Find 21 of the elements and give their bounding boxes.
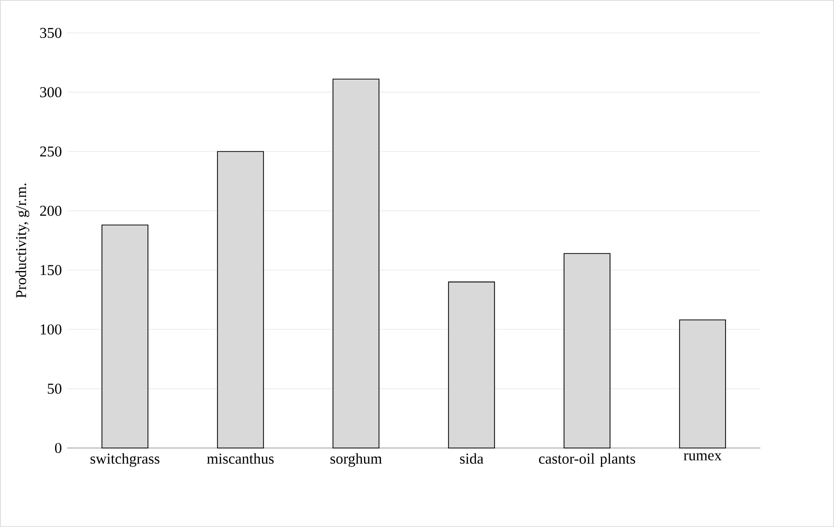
y-tick-label: 200: [40, 206, 62, 216]
x-tick-label: sorghum: [330, 453, 382, 467]
y-tick-label: 150: [40, 265, 62, 276]
bar: [679, 320, 726, 448]
x-tick-label: switchgrass: [90, 453, 160, 467]
bar: [332, 78, 380, 448]
x-tick-label: miscanthus: [207, 453, 274, 464]
bar: [448, 282, 495, 448]
x-tick-label: rumex: [684, 453, 722, 460]
bar: [217, 151, 264, 448]
y-tick-label: 350: [40, 28, 62, 38]
y-tick-label: 0: [55, 442, 62, 454]
y-tick-label: 300: [40, 87, 62, 98]
y-tick-label: 100: [40, 324, 62, 334]
y-tick-label: 50: [48, 384, 62, 394]
bar: [102, 224, 148, 448]
y-axis-title: Productivity, g/r.m.: [16, 184, 30, 298]
x-tick-label: castor-oil plants: [539, 453, 636, 467]
y-tick-label: 250: [40, 146, 62, 157]
bar: [564, 253, 610, 448]
x-tick-label: sida: [460, 453, 484, 464]
